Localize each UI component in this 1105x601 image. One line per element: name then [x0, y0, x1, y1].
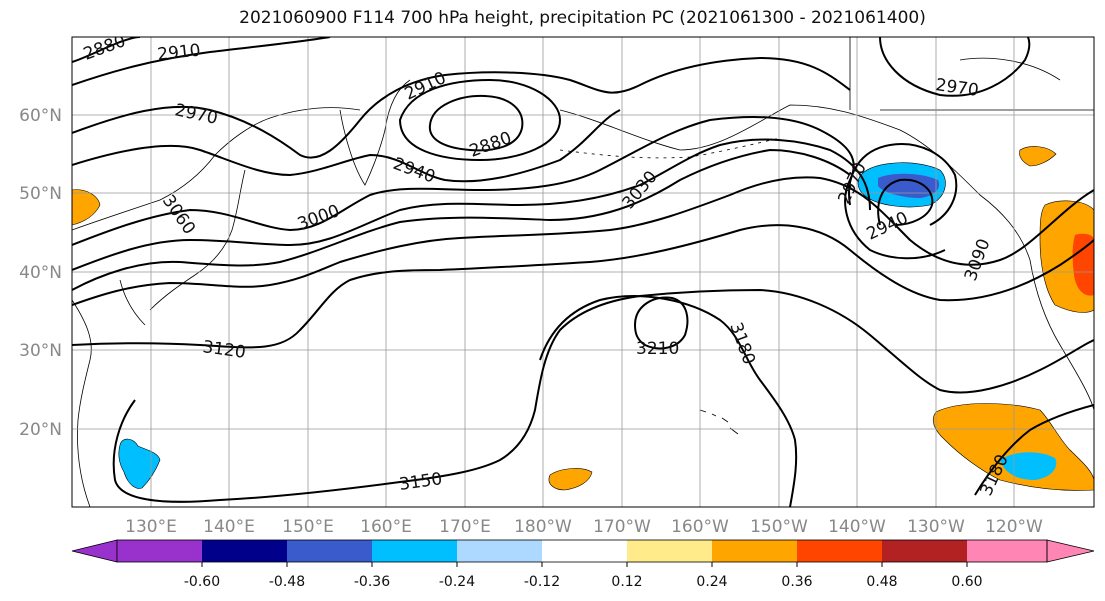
- colorbar-segment: [117, 540, 202, 562]
- precip-region-west-pacific: [118, 438, 161, 489]
- colorbar-label: 0.48: [866, 574, 897, 590]
- colorbar-over-triangle: [1046, 539, 1095, 563]
- colorbar-segment: [542, 540, 627, 562]
- lon-label: 140°W: [828, 517, 886, 537]
- lon-label: 130°E: [125, 517, 177, 537]
- colorbar-frame: [116, 539, 1048, 563]
- contour-3030: [72, 138, 871, 271]
- contour-3180: [539, 295, 798, 507]
- lon-label: 180°W: [514, 517, 572, 537]
- colorbar-segment: [287, 540, 372, 562]
- contour-label: 3210: [636, 339, 679, 359]
- precip-region-us-west-core: [1072, 233, 1094, 296]
- contour-3180-baja: [974, 404, 1094, 496]
- contour-2910-low: [398, 78, 562, 162]
- contour-3090: [72, 176, 1094, 306]
- contour-2970: [72, 56, 851, 159]
- contour-label: 2910: [156, 41, 201, 65]
- contour-2970-alaska: [848, 143, 958, 226]
- contour-2970-northeast: [879, 37, 1031, 97]
- height-contours: [72, 37, 1094, 507]
- contour-3120: [72, 224, 1094, 349]
- lat-label: 30°N: [19, 341, 62, 361]
- colorbar-segment: [202, 540, 287, 562]
- contour-2910-west: [72, 37, 331, 86]
- colorbar-ticks: [201, 562, 968, 567]
- colorbar-label: -0.12: [524, 574, 560, 590]
- colorbar-segment: [627, 540, 712, 562]
- lon-label: 170°E: [439, 517, 491, 537]
- colorbar-segment: [372, 540, 457, 562]
- colorbar-label: -0.48: [269, 574, 305, 590]
- coastline-kamchatka: [339, 79, 411, 186]
- lon-label: 140°E: [203, 517, 255, 537]
- coastline-china: [72, 299, 92, 507]
- colorbar-label: 0.60: [951, 574, 982, 590]
- lon-label: 120°W: [985, 517, 1043, 537]
- contour-3210-high: [633, 296, 689, 350]
- colorbar-under-triangle: [71, 539, 118, 563]
- colorbar-label: -0.36: [354, 574, 390, 590]
- lon-label: 130°W: [907, 517, 965, 537]
- lon-label: 160°W: [671, 517, 729, 537]
- colorbar-label: 0.12: [611, 574, 642, 590]
- coastline-korea: [119, 279, 146, 326]
- plot-frame: [71, 36, 1095, 508]
- coastline-hawaii: [699, 409, 739, 435]
- lon-label: 150°E: [282, 517, 334, 537]
- colorbar: -0.60 -0.48 -0.36 -0.24 -0.12 0.12 0.24 …: [71, 539, 1095, 590]
- contour-3060: [72, 148, 851, 291]
- precip-region-canada: [1019, 146, 1057, 167]
- colorbar-segment: [797, 540, 882, 562]
- contour-2880-low: [428, 94, 524, 152]
- colorbar-segment: [882, 540, 967, 562]
- coastline-japan: [149, 169, 246, 311]
- lat-label: 50°N: [19, 184, 62, 204]
- contour-3000: [72, 116, 946, 260]
- colorbar-label: -0.60: [184, 574, 220, 590]
- coastline-canada: [849, 37, 1094, 111]
- precip-region-alaska-core: [878, 173, 940, 198]
- contour-2940: [72, 109, 621, 183]
- map-title: 2021060900 F114 700 hPa height, precipit…: [239, 8, 926, 28]
- precip-region-left-edge: [72, 189, 101, 226]
- lon-label: 150°W: [750, 517, 808, 537]
- contour-3150: [112, 288, 1094, 503]
- coastline-alaska: [559, 104, 1094, 411]
- lat-label: 40°N: [19, 263, 62, 283]
- latitude-labels: 60°N 50°N 40°N 30°N 20°N: [19, 106, 62, 440]
- contour-2880-west: [72, 37, 141, 63]
- colorbar-label: 0.24: [696, 574, 727, 590]
- colorbar-label: -0.24: [439, 574, 475, 590]
- colorbar-segment: [967, 540, 1047, 562]
- lon-label: 160°E: [360, 517, 412, 537]
- colorbar-label: 0.36: [781, 574, 812, 590]
- lon-label: 170°W: [593, 517, 651, 537]
- colorbar-segment: [457, 540, 542, 562]
- lat-label: 20°N: [19, 420, 62, 440]
- colorbar-segment: [712, 540, 797, 562]
- lat-label: 60°N: [19, 106, 62, 126]
- longitude-labels: 130°E 140°E 150°E 160°E 170°E 180°W 170°…: [125, 517, 1043, 537]
- graticule: [72, 37, 1094, 507]
- contour-2940-alaska: [877, 178, 934, 226]
- precip-region-mid-pacific: [548, 468, 593, 491]
